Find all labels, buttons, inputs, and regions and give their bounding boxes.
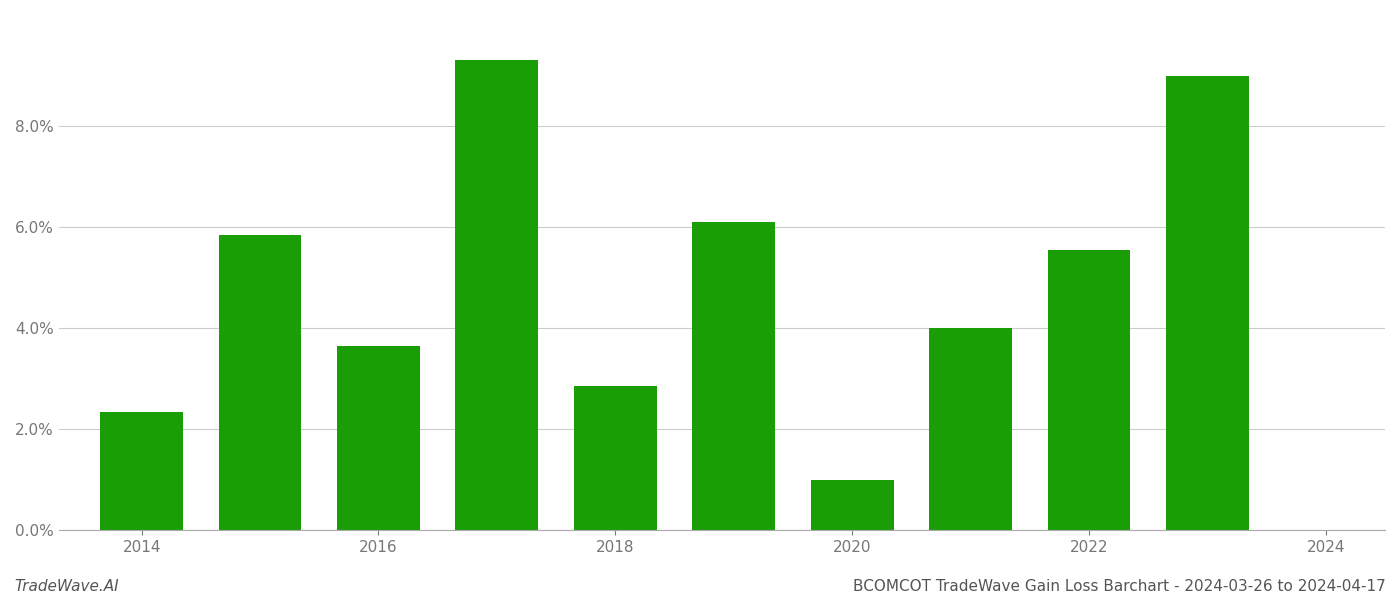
Bar: [1166, 76, 1249, 530]
Bar: [692, 222, 776, 530]
Bar: [574, 386, 657, 530]
Bar: [455, 61, 539, 530]
Text: BCOMCOT TradeWave Gain Loss Barchart - 2024-03-26 to 2024-04-17: BCOMCOT TradeWave Gain Loss Barchart - 2…: [853, 579, 1386, 594]
Bar: [1047, 250, 1130, 530]
Bar: [811, 480, 893, 530]
Bar: [101, 412, 183, 530]
Bar: [930, 328, 1012, 530]
Bar: [337, 346, 420, 530]
Text: TradeWave.AI: TradeWave.AI: [14, 579, 119, 594]
Bar: [218, 235, 301, 530]
